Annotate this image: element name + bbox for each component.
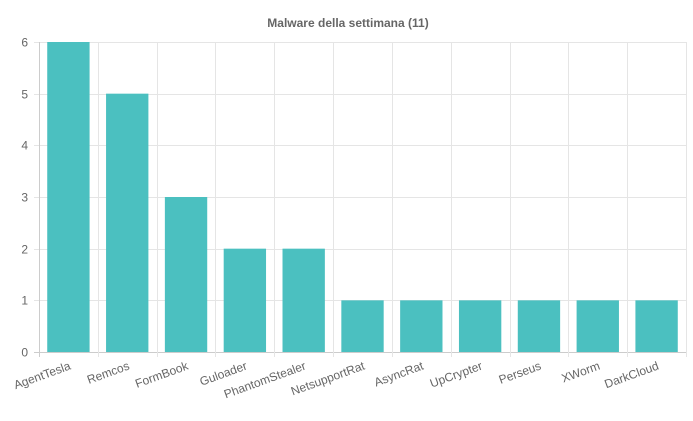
bar-xworm	[576, 300, 619, 352]
bar-netsupportrat	[341, 300, 384, 352]
bars-layer	[47, 42, 678, 353]
bar-asyncrat	[400, 300, 443, 352]
x-tick-label: XWorm	[560, 359, 602, 386]
x-tick-label: UpCrypter	[428, 359, 484, 391]
bar-agenttesla	[47, 42, 90, 352]
x-tick-label: AsyncRat	[372, 358, 426, 389]
bar-formbook	[164, 197, 208, 352]
bar-phantomstealer	[282, 248, 325, 352]
x-tick-label: FormBook	[133, 358, 191, 390]
y-tick-label: 0	[21, 346, 28, 360]
y-tick-label: 3	[21, 191, 28, 205]
x-tick-label: Remcos	[85, 359, 131, 387]
chart-title: Malware della settimana (11)	[267, 16, 428, 30]
x-tick-label: Perseus	[497, 359, 543, 387]
bar-perseus	[517, 300, 561, 352]
bar-darkcloud	[635, 300, 678, 352]
y-tick-label: 1	[21, 294, 28, 308]
bar-upcrypter	[458, 300, 502, 352]
x-tick-label: DarkCloud	[603, 359, 661, 392]
y-tick-label: 4	[21, 139, 28, 153]
y-tick-label: 5	[21, 88, 28, 102]
x-axis: AgentTesla Remcos FormBook GuloaderPhantomS…	[12, 358, 661, 401]
y-axis: 0 1 2 3 4 5 6	[21, 36, 28, 360]
bar-remcos	[106, 93, 149, 353]
y-tick-label: 6	[21, 36, 28, 50]
y-tick-label: 2	[21, 243, 28, 257]
x-tick-label: AgentTesla	[12, 359, 73, 393]
bar-guloader	[223, 248, 267, 352]
